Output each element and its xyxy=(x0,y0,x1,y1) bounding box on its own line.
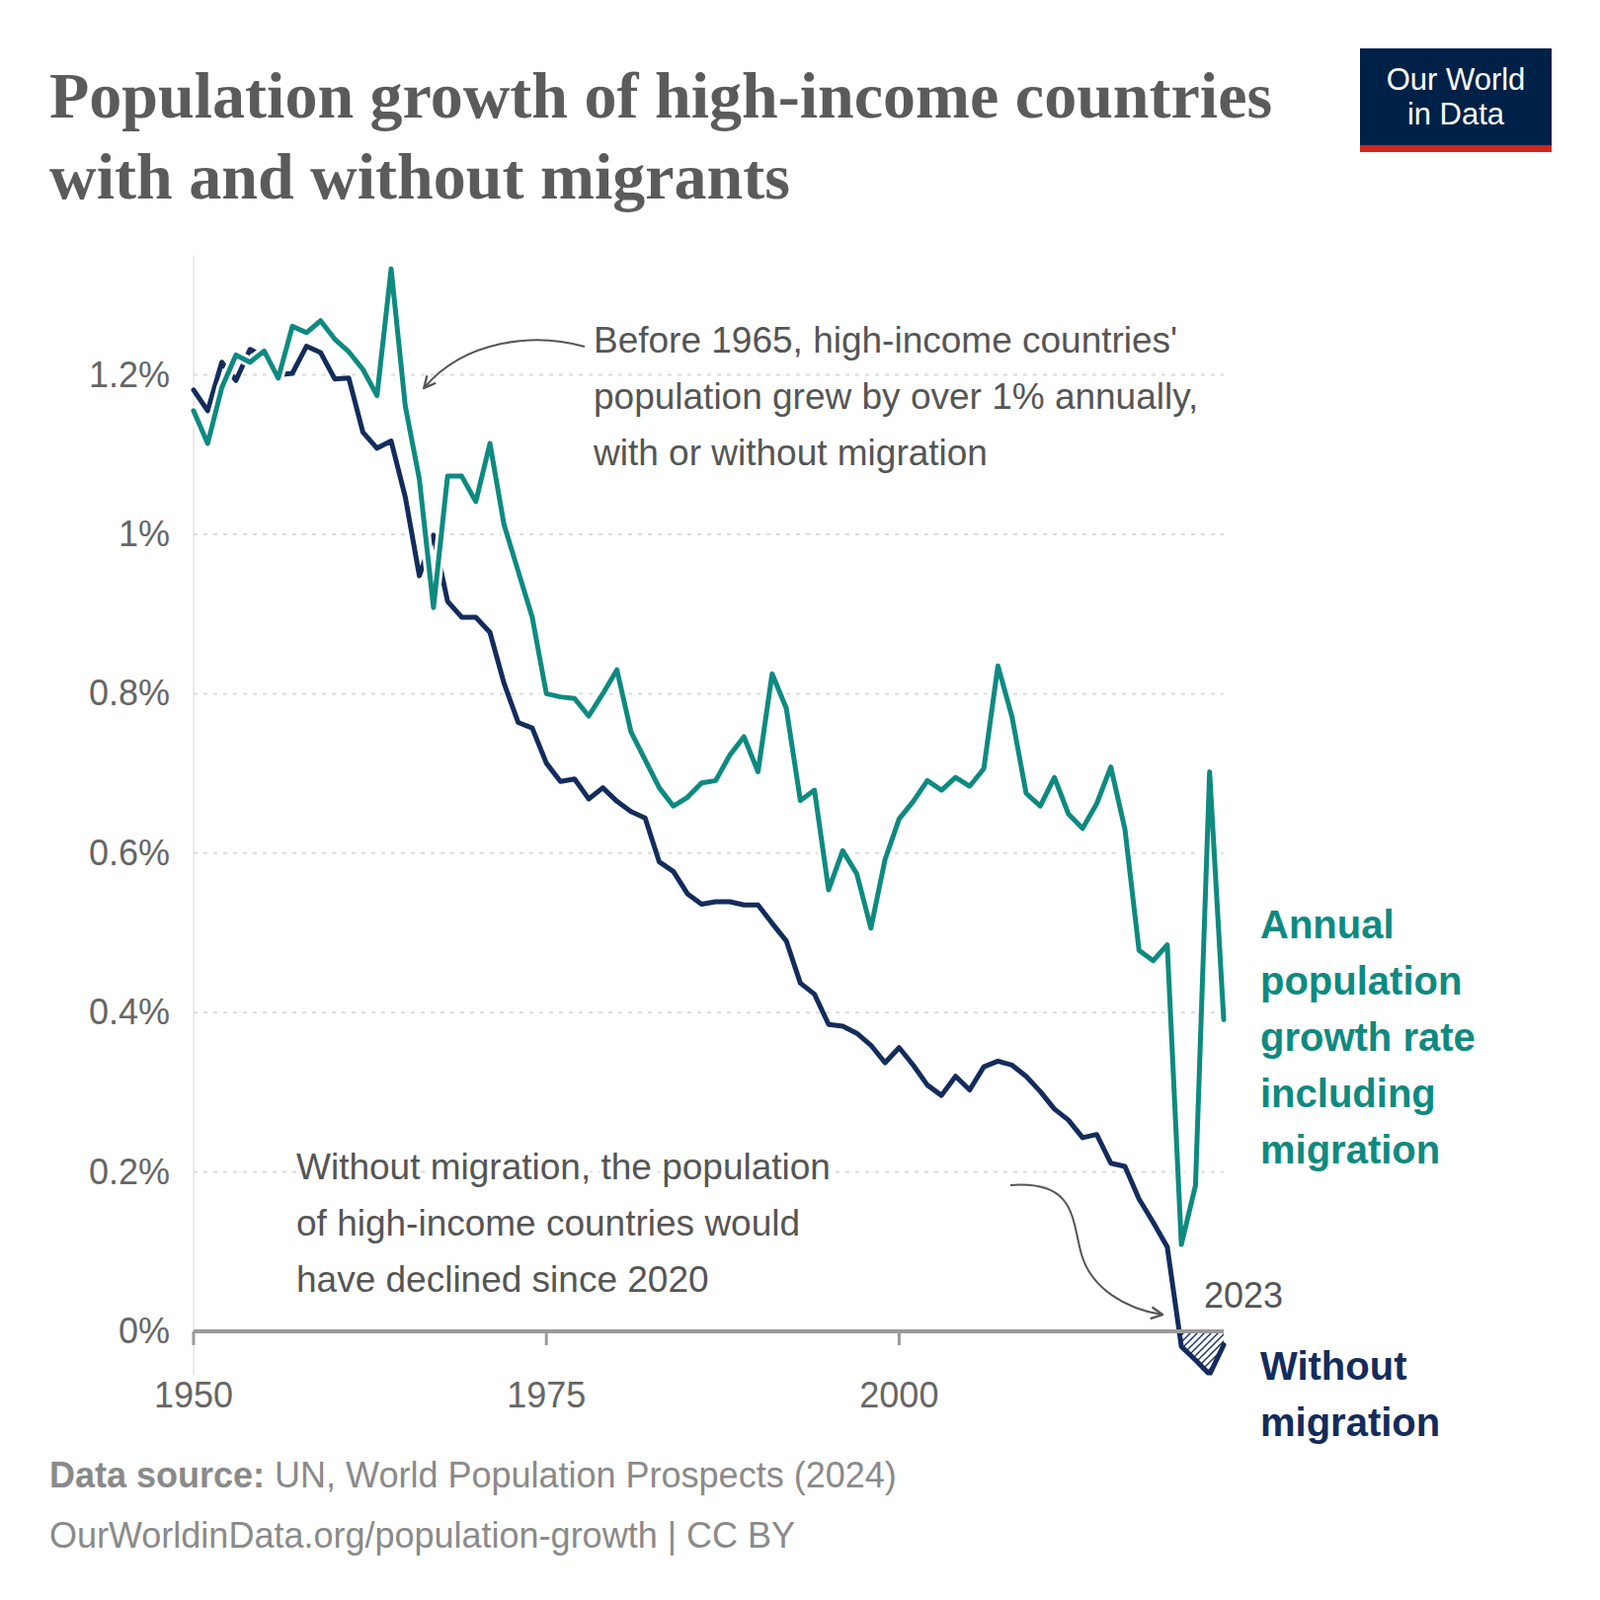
footer: OurWorldinData.org/population-growth | C… xyxy=(49,1515,796,1556)
x-tick xyxy=(192,1331,196,1346)
annotation: Without migration, the population of high… xyxy=(296,1146,831,1300)
logo-box xyxy=(1360,48,1552,146)
logo-bar xyxy=(1360,145,1552,153)
x-tick xyxy=(545,1331,549,1346)
grid-line xyxy=(193,852,1224,855)
series-label: Without migration xyxy=(1260,1344,1440,1444)
y-tick-label: 0% xyxy=(118,1310,170,1352)
source: Data source:UN, World Population Prospec… xyxy=(49,1454,897,1496)
title-line: with and without migrants xyxy=(49,140,791,213)
series-line xyxy=(193,346,1224,1375)
chart: Population growth of high-income countri… xyxy=(0,0,1600,1600)
series-label-line: Annual xyxy=(1260,902,1395,947)
grid-line xyxy=(193,692,1224,695)
x-tick-label: 2023 xyxy=(1203,1275,1283,1316)
decline-area xyxy=(193,1331,1224,1375)
series-halo xyxy=(193,268,1224,1245)
y-tick-label: 0.2% xyxy=(88,1151,170,1193)
annotation: Before 1965, high-income countries' popul… xyxy=(592,320,1199,474)
y-tick-label: 0.8% xyxy=(88,672,170,714)
title-line: Population growth of high-income countri… xyxy=(49,59,1273,132)
annotation-line: Without migration, the population xyxy=(296,1146,831,1188)
annotation-line: with or without migration xyxy=(592,432,988,474)
decline-area-group xyxy=(193,1331,1224,1375)
y-tick-label: 1% xyxy=(118,513,170,555)
annotation-line: Before 1965, high-income countries' xyxy=(593,320,1178,361)
title: Population growth of high-income countri… xyxy=(49,59,1273,213)
x-tick-label: 1975 xyxy=(506,1374,586,1416)
series-label: Annual population growth rate including migr… xyxy=(1260,902,1476,1172)
series-line xyxy=(193,268,1224,1245)
series-label-line: migration xyxy=(1260,1127,1440,1172)
series-label-line: population xyxy=(1260,959,1462,1003)
plot-area xyxy=(193,268,1224,1374)
x-axis-line xyxy=(193,1329,1224,1334)
annotation-arrow xyxy=(424,339,585,388)
annotation-line: population grew by over 1% annually, xyxy=(593,376,1199,417)
source-label: Data source: xyxy=(49,1454,265,1496)
y-tick-label: 0.4% xyxy=(88,991,170,1033)
series-label-line: including xyxy=(1260,1071,1437,1116)
x-tick-label: 2000 xyxy=(859,1374,939,1416)
source-text: UN, World Population Prospects (2024) xyxy=(274,1454,897,1496)
annotation-line: of high-income countries would xyxy=(296,1202,800,1244)
grid-line xyxy=(193,533,1224,536)
x-tick-label: 1950 xyxy=(154,1374,234,1416)
annotation-arrow xyxy=(1010,1185,1162,1315)
annotation-line: have declined since 2020 xyxy=(296,1259,710,1300)
series-label-line: growth rate xyxy=(1260,1015,1476,1059)
y-tick-label: 1.2% xyxy=(88,354,170,396)
series-label-line: migration xyxy=(1260,1400,1440,1444)
logo-text: Our World xyxy=(1386,62,1526,97)
x-tick xyxy=(897,1331,901,1346)
y-tick-label: 0.6% xyxy=(88,832,170,874)
grid-line xyxy=(193,1011,1224,1014)
logo-text: in Data xyxy=(1407,96,1506,132)
series-label-line: Without xyxy=(1260,1344,1407,1388)
logo: Our Worldin Data xyxy=(1360,48,1552,153)
